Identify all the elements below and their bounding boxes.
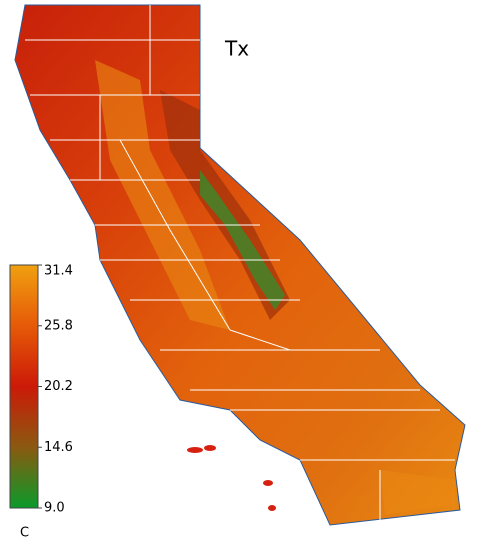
colorbar-tick-label: 9.0: [44, 501, 65, 516]
state-shape: [14, 4, 466, 526]
colorbar-tick-label: 14.6: [44, 440, 73, 455]
unit-label: C: [20, 526, 29, 541]
island: [187, 447, 203, 453]
central-valley: [95, 60, 230, 330]
colorbar-tick-label: 31.4: [44, 264, 73, 279]
desert: [380, 470, 455, 515]
california: [14, 4, 466, 526]
island: [204, 445, 216, 451]
colorbar: [9, 264, 39, 509]
map-title: Tx: [224, 37, 249, 61]
island: [268, 505, 276, 511]
county-line: [25, 5, 455, 520]
colorbar-tick-label: 25.8: [44, 318, 73, 333]
islands: [187, 445, 276, 511]
island: [263, 480, 273, 486]
county-lines: [25, 5, 455, 520]
high-elevation: [200, 170, 285, 310]
colorbar-tick-label: 20.2: [44, 379, 73, 394]
